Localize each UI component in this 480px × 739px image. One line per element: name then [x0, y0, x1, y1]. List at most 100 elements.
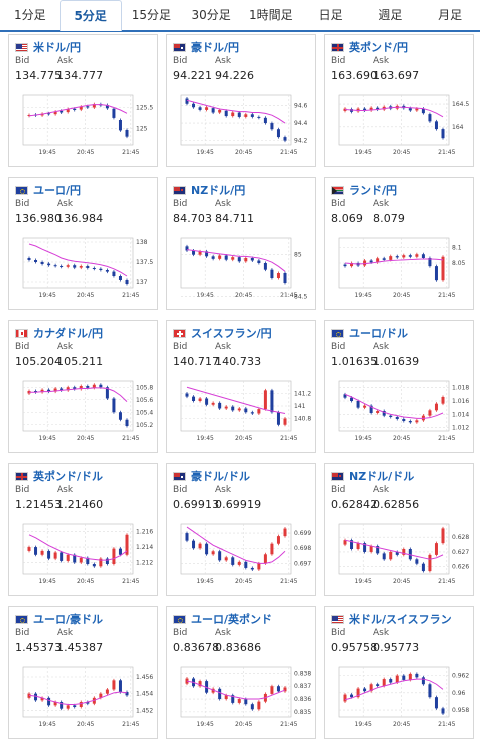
x-tick-label: 20:45: [235, 578, 252, 585]
mini-candlestick-chart[interactable]: 19:45 20:45 21:45 138 137.5 137: [15, 234, 153, 304]
pair-title[interactable]: 米ドル/円: [15, 40, 81, 54]
mini-candlestick-chart[interactable]: 19:45 20:45 21:45 8.1 8.05: [331, 234, 469, 304]
flag-icon: [15, 42, 28, 52]
pair-name[interactable]: 英ポンド/ドル: [33, 470, 104, 483]
tab-7[interactable]: 月足: [438, 8, 463, 22]
currency-card[interactable]: 英ポンド/円 Bid Ask 163.690 163.697 19:45 20:45 21:4…: [324, 34, 474, 167]
pair-title[interactable]: ランド/円: [331, 183, 397, 197]
ask-value: 0.62856: [373, 498, 420, 511]
pair-name[interactable]: ユーロ/英ポンド: [191, 613, 273, 626]
mini-candlestick-chart[interactable]: 19:45 20:45 21:45 1.456 1.454 1.452: [15, 663, 153, 733]
mini-candlestick-chart[interactable]: 19:45 20:45 21:45 0.628 0.627 0.626: [331, 520, 469, 590]
pair-name[interactable]: 豪ドル/ドル: [191, 470, 251, 483]
pair-title[interactable]: ユーロ/円: [15, 183, 81, 197]
currency-card[interactable]: ランド/円 Bid Ask 8.069 8.079 19:45 20:45 21:45 8.1 8…: [324, 177, 474, 310]
candle-body: [421, 677, 425, 685]
tab-4[interactable]: 1時間足: [249, 8, 293, 22]
currency-card[interactable]: 豪ドル/円 Bid Ask 94.221 94.226 19:45 20:45 21:45 94…: [166, 34, 316, 167]
tab-5[interactable]: 日足: [318, 8, 343, 22]
tab-3[interactable]: 30分足: [191, 8, 231, 22]
candle-body: [402, 549, 406, 555]
currency-card[interactable]: 英ポンド/ドル Bid Ask 1.21453 1.21460 19:45 20:45 21:…: [8, 463, 158, 596]
mini-candlestick-chart[interactable]: 19:45 20:45 21:45 94.6 94.4 94.2: [173, 91, 311, 161]
mini-candlestick-chart[interactable]: 19:45 20:45 21:45 125.5 125: [15, 91, 153, 161]
x-tick-label: 21:45: [122, 721, 139, 728]
ask-label: Ask: [57, 199, 74, 209]
bid-label: Bid: [15, 56, 30, 66]
mini-candlestick-chart[interactable]: 19:45 20:45 21:45 105.8 105.6 105.4 105.2: [15, 377, 153, 447]
bid-label: Bid: [331, 56, 346, 66]
mini-candlestick-chart[interactable]: 19:45 20:45 21:45 0.962 0.96 0.958: [331, 663, 469, 733]
tab-6[interactable]: 週足: [378, 8, 403, 22]
candle-body: [105, 105, 109, 109]
currency-card[interactable]: NZドル/円 Bid Ask 84.703 84.711 19:45 20:45 21:45 8…: [166, 177, 316, 310]
candle-body: [53, 388, 57, 392]
candle-body: [428, 684, 432, 698]
x-tick-label: 19:45: [197, 721, 214, 728]
pair-name[interactable]: ユーロ/豪ドル: [33, 613, 104, 626]
pair-name[interactable]: 豪ドル/円: [191, 41, 240, 54]
pair-title[interactable]: 英ポンド/円: [331, 40, 408, 54]
mini-candlestick-chart[interactable]: 19:45 20:45 21:45 1.018 1.016 1.014 1.012: [331, 377, 469, 447]
mini-candlestick-chart[interactable]: 19:45 20:45 21:45 0.699 0.698 0.697: [173, 520, 311, 590]
pair-title[interactable]: NZドル/円: [173, 183, 245, 197]
pair-title[interactable]: 米ドル/スイスフラン: [331, 612, 452, 626]
tab-1[interactable]: 5分足: [59, 0, 122, 31]
pair-title[interactable]: ユーロ/英ポンド: [173, 612, 272, 626]
bid-label: Bid: [15, 485, 30, 495]
currency-card[interactable]: 米ドル/スイスフラン Bid Ask 0.95758 0.95773 19:45 20:45…: [324, 606, 474, 739]
ask-value: 105.211: [57, 355, 104, 368]
currency-card[interactable]: 豪ドル/ドル Bid Ask 0.69913 0.69919 19:45 20:45 21:4…: [166, 463, 316, 596]
candle-body: [53, 702, 57, 706]
x-tick-label: 20:45: [235, 435, 252, 442]
pair-title[interactable]: カナダドル/円: [15, 326, 103, 340]
currency-card[interactable]: ユーロ/豪ドル Bid Ask 1.45373 1.45387 19:45 20:45 21:…: [8, 606, 158, 739]
bid-value: 0.69913: [173, 498, 220, 511]
candle-body: [257, 260, 261, 263]
currency-card[interactable]: 米ドル/円 Bid Ask 134.775 134.777 19:45 20:45 21:45…: [8, 34, 158, 167]
pair-name[interactable]: ランド/円: [349, 184, 398, 197]
pair-title[interactable]: 豪ドル/円: [173, 40, 239, 54]
mini-candlestick-chart[interactable]: 19:45 20:45 21:45 164.5 164: [331, 91, 469, 161]
pair-name[interactable]: スイスフラン/円: [191, 327, 272, 340]
candle-body: [60, 702, 64, 709]
candle-body: [408, 421, 412, 423]
currency-card[interactable]: ユーロ/円 Bid Ask 136.980 136.984 19:45 20:45 21:45…: [8, 177, 158, 310]
candle-body: [66, 705, 70, 709]
pair-title[interactable]: ユーロ/豪ドル: [15, 612, 103, 626]
pair-name[interactable]: 米ドル/スイスフラン: [349, 613, 452, 626]
mini-candlestick-chart[interactable]: 19:45 20:45 21:45 141.2 141 140.8: [173, 377, 311, 447]
candle-body: [125, 534, 129, 555]
pair-name[interactable]: カナダドル/円: [33, 327, 104, 340]
currency-card[interactable]: ユーロ/英ポンド Bid Ask 0.83678 0.83686 19:45 20:45 21…: [166, 606, 316, 739]
mini-candlestick-chart[interactable]: 19:45 20:45 21:45 1.216 1.214 1.212: [15, 520, 153, 590]
pair-name[interactable]: ユーロ/ドル: [349, 327, 409, 340]
pair-title[interactable]: スイスフラン/円: [173, 326, 272, 340]
candle-body: [66, 265, 70, 267]
x-tick-label: 19:45: [39, 578, 56, 585]
x-tick-label: 21:45: [280, 292, 297, 299]
pair-name[interactable]: 米ドル/円: [33, 41, 82, 54]
mini-candlestick-chart[interactable]: 19:45 20:45 21:45 85 84.5: [173, 234, 311, 304]
moving-average-line: [28, 691, 128, 705]
candle-body: [224, 695, 228, 700]
mini-candlestick-chart[interactable]: 19:45 20:45 21:45 0.838 0.837 0.836 0.835: [173, 663, 311, 733]
pair-title[interactable]: 豪ドル/ドル: [173, 469, 250, 483]
tab-2[interactable]: 15分足: [131, 8, 172, 22]
pair-name[interactable]: ユーロ/円: [33, 184, 82, 197]
currency-card[interactable]: NZドル/ドル Bid Ask 0.62842 0.62856 19:45 20:45 21:…: [324, 463, 474, 596]
candle-body: [421, 254, 425, 258]
pair-title[interactable]: ユーロ/ドル: [331, 326, 408, 340]
pair-name[interactable]: NZドル/ドル: [349, 470, 415, 483]
currency-card[interactable]: ユーロ/ドル Bid Ask 1.01635 1.01639 19:45 20:45 21:4…: [324, 320, 474, 453]
candle-body: [34, 391, 38, 393]
currency-card[interactable]: カナダドル/円 Bid Ask 105.204 105.211 19:45 20:45 21:…: [8, 320, 158, 453]
pair-name[interactable]: NZドル/円: [191, 184, 246, 197]
pair-title[interactable]: 英ポンド/ドル: [15, 469, 103, 483]
currency-card[interactable]: スイスフラン/円 Bid Ask 140.717 140.733 19:45 20:45 21…: [166, 320, 316, 453]
tab-0[interactable]: 1分足: [14, 8, 46, 22]
pair-name[interactable]: 英ポンド/円: [349, 41, 409, 54]
candle-body: [92, 104, 96, 108]
pair-title[interactable]: NZドル/ドル: [331, 469, 414, 483]
y-tick-label: 164.5: [452, 101, 469, 108]
